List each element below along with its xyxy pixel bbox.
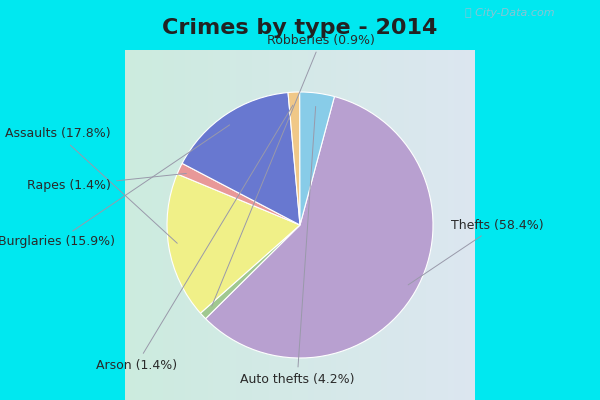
Text: Crimes by type - 2014: Crimes by type - 2014 [163,18,437,38]
Wedge shape [177,163,300,225]
Wedge shape [300,92,334,225]
Text: Robberies (0.9%): Robberies (0.9%) [212,34,375,306]
Text: Rapes (1.4%): Rapes (1.4%) [27,174,187,192]
Wedge shape [288,92,300,225]
Wedge shape [206,96,433,358]
Text: Assaults (17.8%): Assaults (17.8%) [5,128,177,243]
Wedge shape [167,174,300,313]
Wedge shape [200,225,300,319]
Text: Burglaries (15.9%): Burglaries (15.9%) [0,125,230,248]
Text: ⓘ City-Data.com: ⓘ City-Data.com [465,8,555,18]
Text: Auto thefts (4.2%): Auto thefts (4.2%) [240,106,355,386]
Text: Arson (1.4%): Arson (1.4%) [95,105,293,372]
Wedge shape [182,92,300,225]
Text: Thefts (58.4%): Thefts (58.4%) [408,218,544,285]
